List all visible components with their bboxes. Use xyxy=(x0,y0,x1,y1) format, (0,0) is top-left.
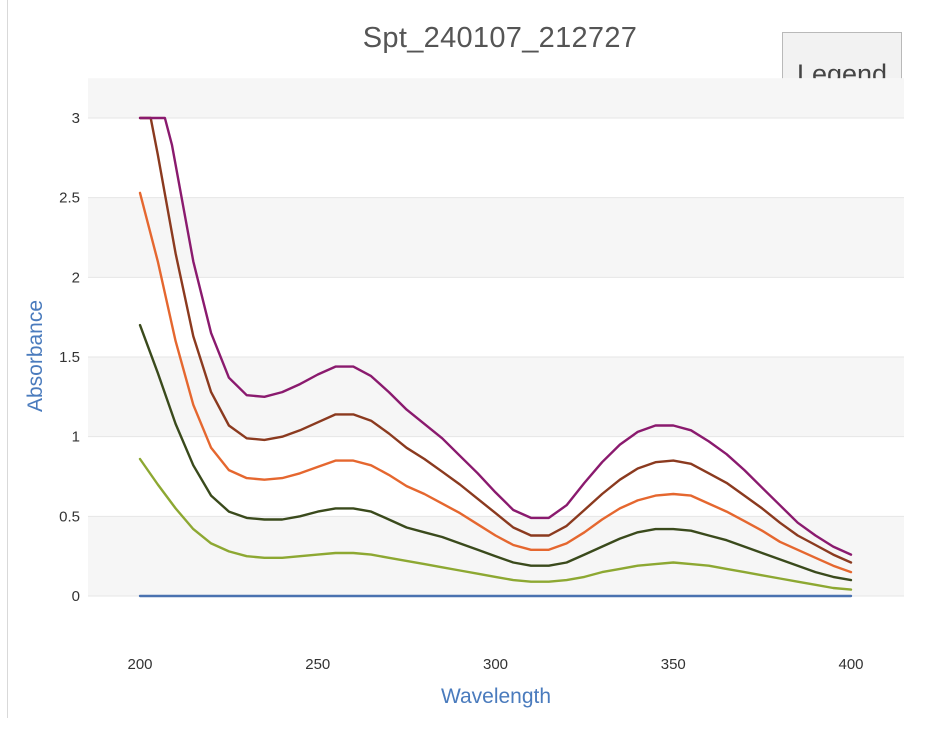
series-line-5 xyxy=(138,116,853,564)
x-tick-label: 250 xyxy=(305,656,330,673)
y-axis: 0 0.5 1 1.5 2 2.5 3 xyxy=(59,110,80,605)
y-tick-label: 2 xyxy=(72,269,80,286)
chart-title: Spt_240107_212727 xyxy=(362,22,638,54)
series-line-2 xyxy=(138,457,853,591)
x-tick-label: 300 xyxy=(483,656,508,673)
y-tick-label: 0 xyxy=(72,588,80,605)
series-line-6 xyxy=(138,116,853,556)
x-axis: 200 250 300 350 400 xyxy=(127,656,863,673)
x-tick-label: 400 xyxy=(838,656,863,673)
series-line-3 xyxy=(138,323,853,582)
left-divider xyxy=(7,0,8,718)
series-layer xyxy=(138,116,853,598)
y-tick-label: 2.5 xyxy=(59,190,80,207)
y-axis-title: Absorbance xyxy=(24,300,47,412)
background-band xyxy=(88,197,904,278)
background-band xyxy=(88,78,904,118)
x-tick-label: 350 xyxy=(661,656,686,673)
y-tick-label: 1.5 xyxy=(59,349,80,366)
x-tick-label: 200 xyxy=(127,656,152,673)
plot-background-bands xyxy=(88,78,904,596)
y-tick-label: 1 xyxy=(72,429,80,446)
y-tick-label: 3 xyxy=(72,110,80,127)
y-tick-label: 0.5 xyxy=(59,508,80,525)
series-line-4 xyxy=(138,191,853,574)
background-band xyxy=(88,357,904,437)
x-axis-title: Wavelength xyxy=(441,685,551,708)
